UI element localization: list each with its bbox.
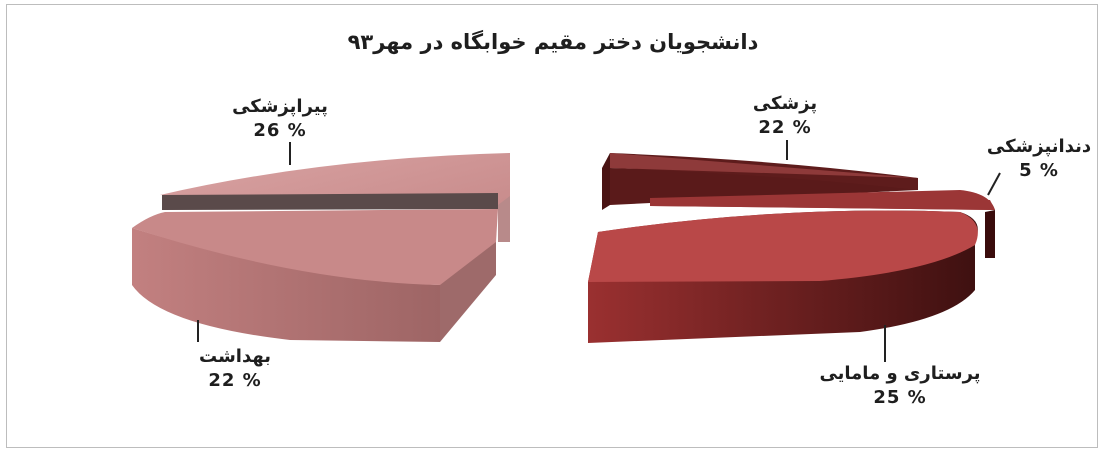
label-dandanpezeshki: دندانپزشکی 5 % — [978, 135, 1100, 183]
slice-behdasht — [132, 209, 498, 342]
label-pezeshki-name: پزشکی — [752, 93, 818, 114]
label-pirapezeshki-value: 26 % — [253, 120, 307, 141]
label-parastari-value: 25 % — [873, 387, 927, 408]
chart-title: دانشجویان دختر مقیم خوابگاه در مهر۹۳ — [347, 30, 759, 54]
label-behdasht-value: 22 % — [208, 370, 262, 391]
slice-dandanpezeshki — [650, 190, 995, 258]
slice-wall — [162, 193, 498, 210]
label-pirapezeshki-name: پیراپزشکی — [232, 96, 328, 117]
label-behdasht: بهداشت 22 % — [180, 345, 290, 393]
label-pezeshki-value: 22 % — [758, 117, 812, 138]
label-parastari-name: پرستاری و مامایی — [819, 363, 981, 384]
slice-parastari — [588, 210, 978, 343]
slice-pezeshki — [602, 153, 918, 210]
label-behdasht-name: بهداشت — [199, 346, 271, 367]
label-pezeshki: پزشکی 22 % — [735, 92, 835, 140]
label-pirapezeshki: پیراپزشکی 26 % — [205, 95, 355, 143]
label-parastari: پرستاری و مامایی 25 % — [800, 362, 1000, 410]
label-dandanpezeshki-value: 5 % — [1019, 160, 1059, 181]
leader-dandanpezeshki — [987, 172, 1001, 196]
label-dandanpezeshki-name: دندانپزشکی — [986, 136, 1092, 157]
